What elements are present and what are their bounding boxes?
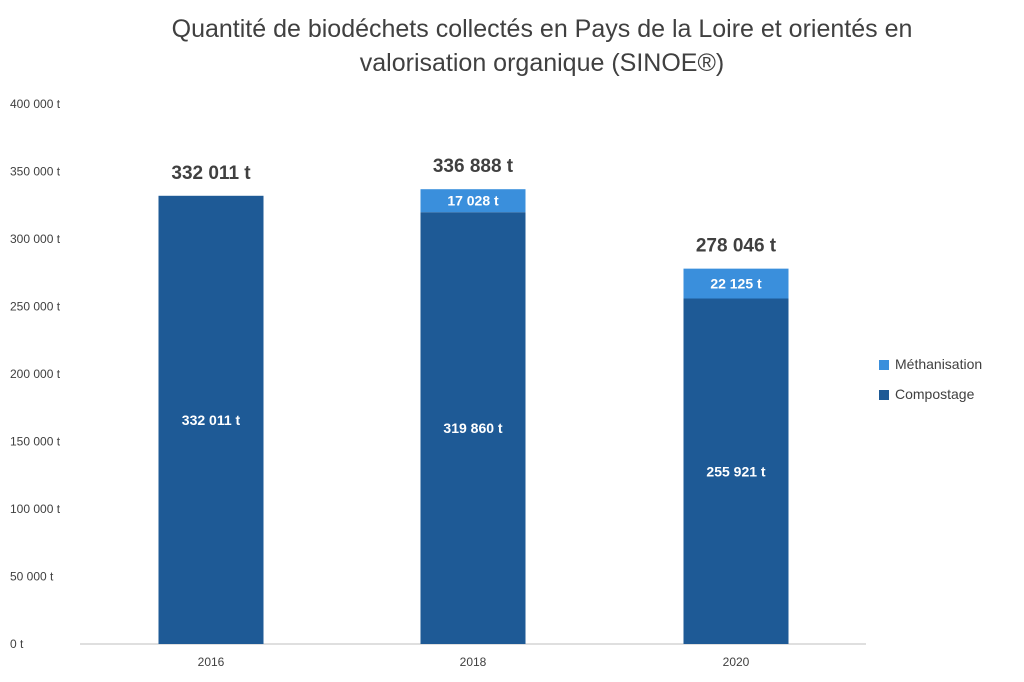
y-tick-label: 400 000 t <box>10 97 61 111</box>
chart-title-line-2: valorisation organique (SINOE®) <box>359 49 725 77</box>
bar-segment-methanisation <box>420 189 526 213</box>
y-tick-label: 350 000 t <box>10 165 61 179</box>
y-tick-label: 50 000 t <box>10 570 54 584</box>
data-label: 319 860 t <box>443 420 502 436</box>
data-label: 332 011 t <box>182 412 241 428</box>
bar-segment-compostage <box>420 212 526 644</box>
legend-swatch-compostage <box>879 390 889 400</box>
y-tick-label: 250 000 t <box>10 300 61 314</box>
x-tick-label: 2016 <box>198 655 225 669</box>
y-tick-label: 0 t <box>10 637 24 651</box>
data-label: 255 921 t <box>706 463 765 479</box>
legend-label: Compostage <box>895 386 975 402</box>
total-label: 336 888 t <box>433 156 514 177</box>
bar-segment-compostage <box>158 195 264 644</box>
x-tick-label: 2018 <box>460 655 487 669</box>
y-tick-label: 200 000 t <box>10 367 61 381</box>
data-label: 17 028 t <box>447 193 499 209</box>
legend-label: Méthanisation <box>895 356 982 372</box>
data-label: 22 125 t <box>710 276 762 292</box>
bar-segment-compostage <box>683 298 789 644</box>
x-tick-label: 2020 <box>723 655 750 669</box>
y-tick-label: 300 000 t <box>10 232 61 246</box>
chart-title-line-1: Quantité de biodéchets collectés en Pays… <box>171 15 913 43</box>
y-tick-label: 100 000 t <box>10 502 61 516</box>
total-label: 332 011 t <box>171 163 251 184</box>
legend-swatch-methanisation <box>879 360 889 370</box>
bar-segment-methanisation <box>683 268 789 299</box>
total-label: 278 046 t <box>696 236 777 257</box>
y-tick-label: 150 000 t <box>10 435 61 449</box>
